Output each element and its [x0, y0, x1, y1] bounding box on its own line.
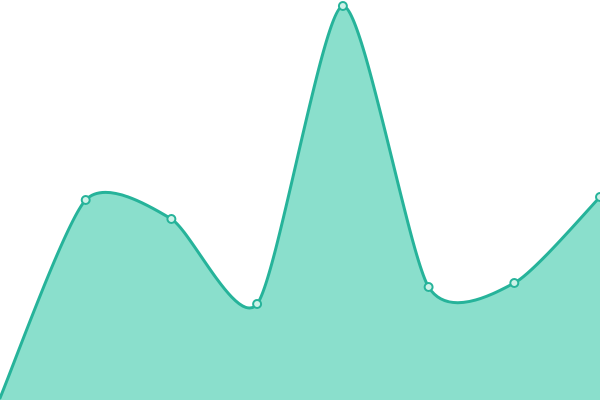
data-point-marker	[166, 214, 177, 224]
data-point-marker	[337, 1, 348, 11]
data-point-marker	[595, 192, 600, 202]
area-line-stroke	[0, 4, 600, 400]
area-fill-shape	[0, 5, 600, 400]
data-point-marker	[252, 299, 263, 309]
data-point-marker	[80, 195, 91, 205]
data-point-marker	[509, 278, 520, 288]
data-point-markers	[80, 1, 600, 309]
data-point-marker	[423, 282, 434, 292]
